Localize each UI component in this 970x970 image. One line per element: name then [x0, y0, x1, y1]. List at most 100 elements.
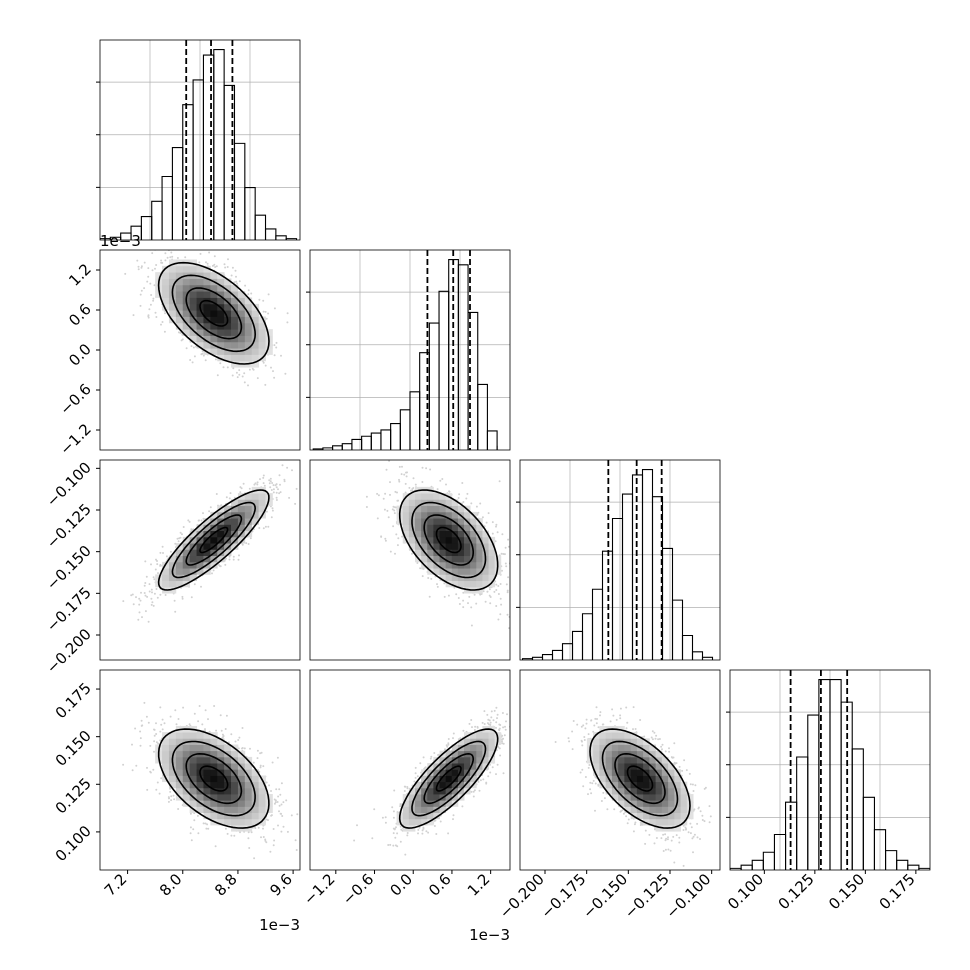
density-cell: [618, 725, 625, 733]
density-cell: [402, 812, 410, 820]
density-cell: [196, 763, 204, 770]
density-cell: [611, 781, 619, 789]
density-cell: [451, 561, 459, 569]
density-cell: [457, 555, 465, 563]
density-cell: [175, 781, 184, 789]
density-cell: [408, 543, 416, 550]
x-tick-label: 8.0: [156, 870, 186, 900]
density-cell: [182, 316, 191, 324]
density-cell: [668, 800, 675, 807]
density-cell: [661, 769, 669, 776]
density-cell: [624, 756, 632, 764]
density-cell: [182, 750, 191, 758]
histogram-bar: [796, 756, 809, 870]
histogram-bar: [541, 654, 554, 660]
density-cell: [182, 568, 191, 575]
density-contour: [185, 287, 243, 340]
density-cell: [470, 769, 477, 776]
density-cell: [251, 787, 260, 795]
density-cell: [494, 568, 502, 575]
density-cell: [415, 781, 422, 789]
density-cell: [251, 812, 260, 820]
density-cell: [189, 322, 197, 330]
density-cell: [661, 800, 669, 807]
density-cell: [630, 787, 638, 795]
density-cell: [618, 781, 625, 789]
density-cell: [217, 354, 225, 362]
density-cell: [210, 806, 218, 814]
density-cell: [427, 524, 434, 532]
density-cell: [196, 329, 204, 336]
density-cell: [168, 297, 177, 305]
density-cell: [464, 775, 471, 783]
density-cell: [244, 511, 253, 519]
density-cell: [618, 800, 625, 807]
density-cell: [427, 775, 434, 783]
density-cell: [224, 794, 232, 801]
density-cell: [655, 763, 663, 770]
axes-frame: [729, 669, 931, 871]
density-cell: [224, 518, 232, 525]
density-cell: [649, 763, 657, 770]
histogram-bar: [641, 468, 654, 660]
density-cell: [618, 794, 625, 801]
density-cell: [488, 580, 496, 588]
density-cell: [402, 800, 410, 807]
density-cell: [476, 756, 483, 764]
density-cell: [231, 303, 239, 311]
density-cell: [203, 265, 211, 273]
y-tick-label: −0.100: [43, 458, 95, 510]
density-cell: [451, 505, 459, 513]
density-cell: [593, 769, 600, 776]
density-cell: [655, 756, 663, 764]
density-cell: [162, 744, 170, 752]
density-cell: [258, 316, 266, 324]
density-cell: [224, 297, 232, 305]
density-cell: [203, 524, 211, 532]
density-cell: [231, 322, 239, 330]
density-cell: [655, 781, 663, 789]
density-cell: [421, 518, 428, 525]
density-cell: [464, 763, 471, 770]
density-cell: [237, 310, 246, 317]
density-cell: [244, 812, 253, 820]
density-cell: [482, 580, 489, 588]
density-cell: [231, 297, 239, 305]
density-cell: [210, 787, 218, 795]
density-cell: [168, 775, 177, 783]
density-cell: [421, 536, 428, 544]
density-cell: [624, 763, 632, 770]
density-cell: [636, 812, 644, 820]
density-cell: [402, 524, 410, 532]
density-cell: [439, 787, 447, 795]
density-cell: [624, 775, 632, 783]
density-cell: [182, 310, 191, 317]
density-cell: [231, 284, 239, 292]
density-cell: [162, 291, 170, 298]
density-cell: [217, 284, 225, 292]
density-cell: [674, 818, 682, 826]
density-cell: [488, 574, 496, 582]
y-tick-label: −0.125: [43, 500, 95, 552]
density-cell: [196, 310, 204, 317]
density-cell: [258, 787, 266, 795]
density-cell: [196, 316, 204, 324]
density-cell: [439, 549, 447, 557]
density-cell: [674, 787, 682, 795]
density-cell: [439, 555, 447, 563]
density-cell: [224, 278, 232, 286]
density-cell: [189, 530, 197, 538]
density-cell: [196, 335, 204, 343]
density-cell: [439, 530, 447, 538]
density-cell: [488, 555, 496, 563]
histogram-bar: [182, 104, 194, 240]
histogram-p0_0: [100, 40, 300, 240]
density-cell: [265, 348, 273, 355]
density-cell: [488, 738, 496, 745]
density-cell: [668, 812, 675, 820]
density-cell: [433, 794, 440, 801]
density-contour: [411, 501, 487, 579]
density-cell: [427, 812, 434, 820]
x-tick-label: 7.2: [101, 870, 131, 900]
density-cell: [210, 775, 218, 783]
